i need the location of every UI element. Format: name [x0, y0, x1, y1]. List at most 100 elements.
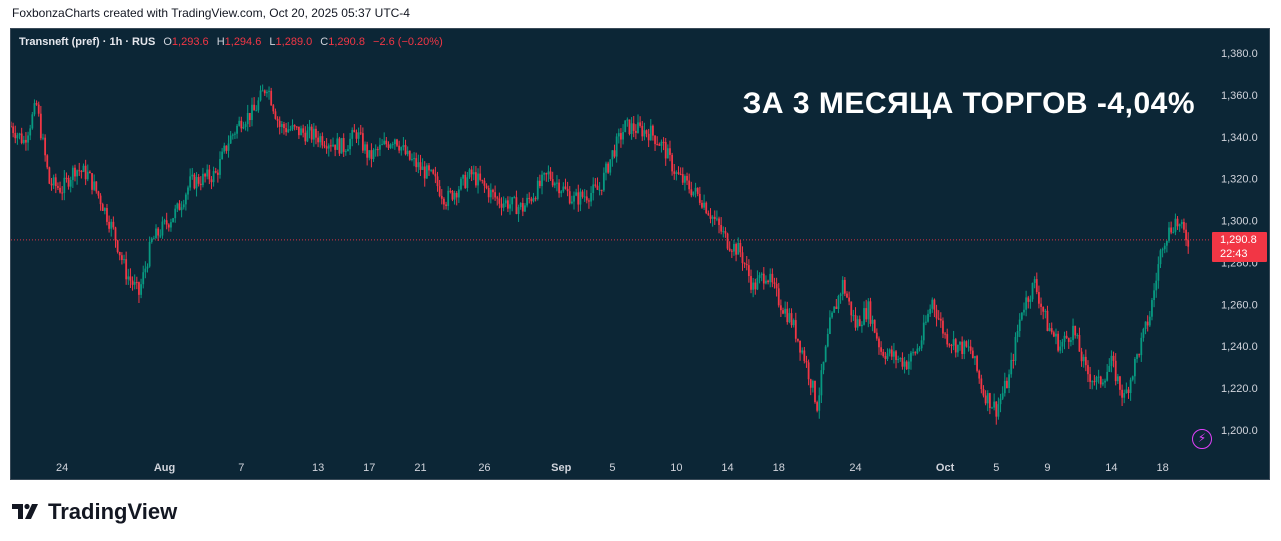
candle-body	[1065, 335, 1068, 339]
x-tick-label: 21	[414, 462, 426, 474]
candle-body	[1044, 310, 1047, 312]
candle-body	[261, 90, 264, 92]
candle-body	[219, 159, 221, 175]
candle-body	[551, 179, 554, 186]
candle-body	[745, 264, 748, 266]
candle-body	[905, 361, 908, 370]
brand-name: TradingView	[48, 499, 178, 524]
candle-body	[799, 340, 801, 353]
candle-body	[634, 130, 637, 133]
candle-body	[536, 180, 539, 200]
candle-body	[225, 145, 228, 151]
candle-body	[788, 313, 791, 323]
candle-body	[1057, 333, 1060, 351]
candle-body	[161, 221, 164, 236]
candle-body	[37, 104, 40, 114]
candle-body	[140, 284, 142, 295]
candle-body	[351, 129, 354, 139]
x-tick-label: 7	[238, 462, 244, 474]
candle-body	[1035, 279, 1038, 293]
candle-body	[701, 202, 703, 208]
candle-body	[509, 204, 511, 209]
symbol-legend[interactable]: Transneft (pref) · 1h · RUS O1,293.6 H1,…	[19, 36, 443, 48]
candle-body	[984, 395, 987, 404]
candle-body	[528, 197, 531, 199]
candle-body	[1121, 389, 1123, 398]
candle-body	[1142, 329, 1145, 338]
candle-body	[617, 133, 620, 137]
candle-body	[971, 350, 974, 359]
candle-body	[1157, 264, 1160, 281]
candle-body	[903, 361, 906, 367]
candle-body	[760, 273, 763, 276]
candle-body	[1180, 222, 1183, 225]
candle-body	[97, 191, 100, 196]
candle-body	[1020, 312, 1023, 320]
candle-body	[942, 320, 944, 334]
x-tick-label: 26	[478, 462, 490, 474]
candle-body	[1101, 382, 1104, 385]
candle-body	[677, 172, 680, 174]
y-tick-label: 1,320.0	[1221, 174, 1258, 186]
candle-body	[289, 129, 292, 131]
candle-body	[588, 200, 590, 202]
candle-body	[1093, 381, 1096, 383]
candle-body	[752, 282, 755, 290]
candle-body	[861, 324, 863, 327]
candle-body	[592, 184, 595, 194]
candle-body	[423, 166, 426, 179]
candle-body	[1040, 303, 1042, 307]
lightning-icon[interactable]: ⚡	[1192, 429, 1212, 449]
candle-body	[127, 276, 130, 280]
candle-body	[566, 188, 569, 192]
y-tick-label: 1,360.0	[1221, 90, 1258, 102]
candle-body	[818, 395, 821, 411]
candle-body	[596, 185, 599, 190]
candle-body	[35, 103, 38, 105]
candle-body	[530, 198, 533, 202]
candle-body	[357, 132, 360, 139]
candle-body	[298, 126, 300, 136]
candle-body	[251, 104, 253, 121]
candle-body	[152, 238, 155, 240]
candle-body	[242, 126, 245, 129]
symbol-name[interactable]: Transneft (pref) · 1h · RUS	[19, 36, 156, 48]
candle-body	[133, 282, 136, 285]
close-label: C	[320, 36, 329, 48]
candle-body	[428, 165, 430, 171]
candle-body	[643, 130, 646, 137]
candle-body	[1138, 354, 1141, 356]
candle-body	[33, 103, 36, 115]
candle-body	[1151, 300, 1153, 317]
candle-body	[214, 171, 217, 173]
chart-panel[interactable]: 1,200.0 1,220.0 1,240.0 1,260.0 1,280.0 1,300…	[10, 28, 1270, 480]
candle-body	[11, 126, 12, 128]
candle-body	[1029, 299, 1032, 302]
candle-body	[656, 144, 659, 146]
candle-body	[95, 181, 98, 192]
x-tick-label: 5	[609, 462, 615, 474]
candle-body	[733, 244, 735, 252]
candle-body	[212, 171, 215, 183]
candle-body	[669, 148, 671, 155]
candle-body	[645, 130, 648, 134]
candle-body	[78, 170, 81, 172]
candle-body	[722, 231, 725, 233]
candle-body	[76, 170, 79, 177]
candle-body	[782, 310, 784, 314]
candle-body	[741, 252, 744, 264]
candle-body	[202, 173, 204, 186]
candle-body	[411, 158, 413, 160]
x-tick-label: 14	[1105, 462, 1117, 474]
candle-body	[118, 251, 121, 256]
candle-body	[944, 333, 946, 335]
tradingview-brand[interactable]: TradingView	[12, 499, 177, 525]
candle-body	[549, 171, 552, 180]
price-chart[interactable]: 1,200.01,220.01,240.01,260.01,280.01,300…	[11, 29, 1269, 479]
candle-body	[440, 195, 443, 199]
candle-body	[969, 346, 972, 351]
candle-body	[901, 357, 904, 367]
candle-body	[707, 213, 710, 216]
candle-body	[389, 144, 392, 148]
candle-body	[59, 187, 61, 193]
